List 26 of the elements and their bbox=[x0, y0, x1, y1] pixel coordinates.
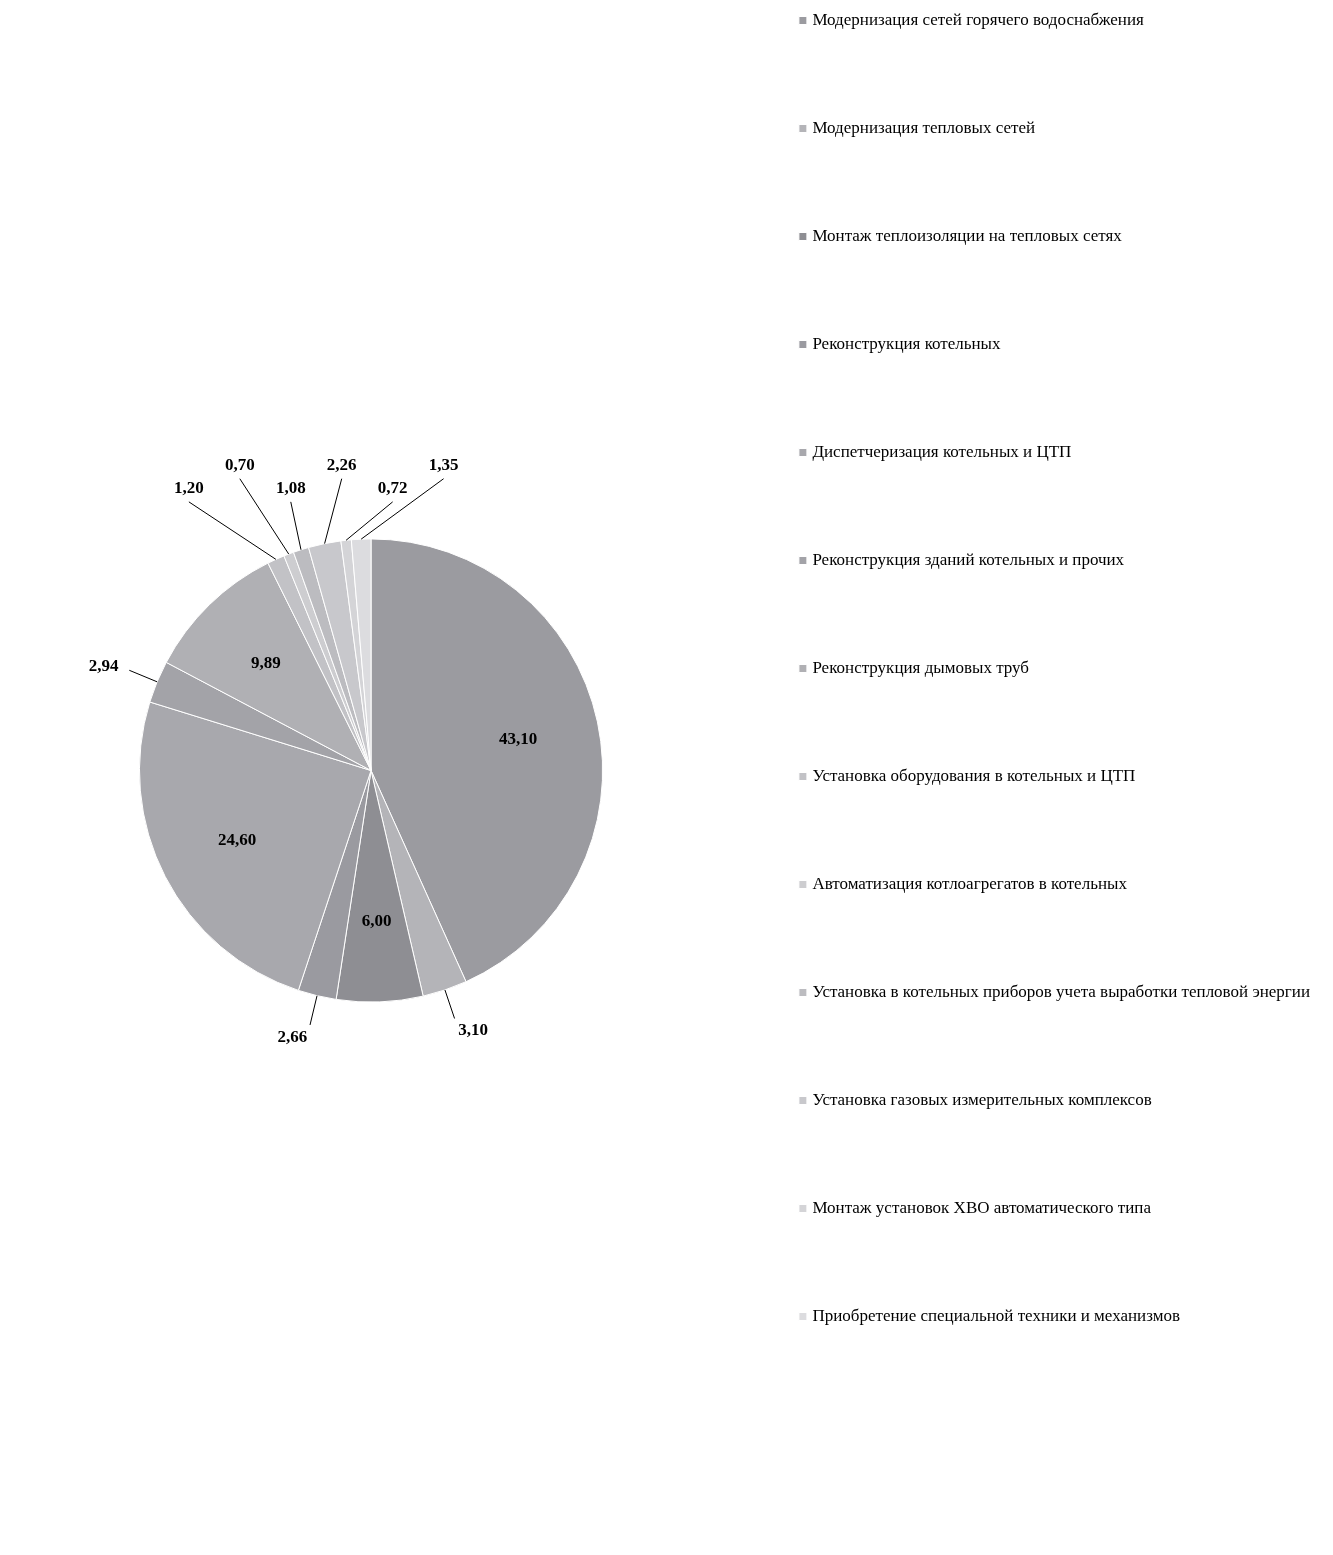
legend-label: Монтаж установок ХВО автоматического типа bbox=[812, 1198, 1151, 1218]
data-label: 1,20 bbox=[174, 478, 204, 498]
data-label: 6,00 bbox=[361, 911, 392, 931]
legend-label: Установка оборудования в котельных и ЦТП bbox=[812, 766, 1136, 786]
data-label: 2,26 bbox=[326, 455, 357, 475]
data-label: 0,70 bbox=[224, 455, 255, 475]
legend-label: Модернизация сетей горячего водоснабжения bbox=[812, 10, 1144, 30]
legend-label: Диспетчеризация котельных и ЦТП bbox=[812, 442, 1072, 462]
legend-label: Реконструкция котельных bbox=[812, 334, 1001, 354]
data-label: 43,10 bbox=[499, 729, 538, 749]
legend-label: Реконструкция дымовых труб bbox=[812, 658, 1030, 678]
legend-label: Реконструкция зданий котельных и прочих bbox=[812, 550, 1125, 570]
data-label: 24,60 bbox=[218, 829, 257, 849]
data-label: 0,72 bbox=[377, 478, 408, 498]
legend-label: Монтаж теплоизоляции на тепловых сетях bbox=[812, 226, 1122, 246]
legend-label: Автоматизация котлоагрегатов в котельных bbox=[812, 874, 1127, 894]
legend-label: Установка газовых измерительных комплексов bbox=[812, 1090, 1152, 1110]
data-label: 2,94 bbox=[88, 656, 120, 676]
legend-label: Приобретение специальной техники и механизмов bbox=[812, 1306, 1180, 1326]
data-label: 2,66 bbox=[277, 1026, 308, 1046]
legend-label: Установка в котельных приборов учета выработки тепловой энергии bbox=[812, 982, 1310, 1002]
data-label: 1,35 bbox=[428, 455, 459, 475]
data-label: 1,08 bbox=[275, 478, 306, 498]
data-label: 3,10 bbox=[458, 1019, 488, 1039]
data-label: 9,89 bbox=[251, 653, 281, 673]
legend-label: Модернизация тепловых сетей bbox=[812, 118, 1036, 138]
